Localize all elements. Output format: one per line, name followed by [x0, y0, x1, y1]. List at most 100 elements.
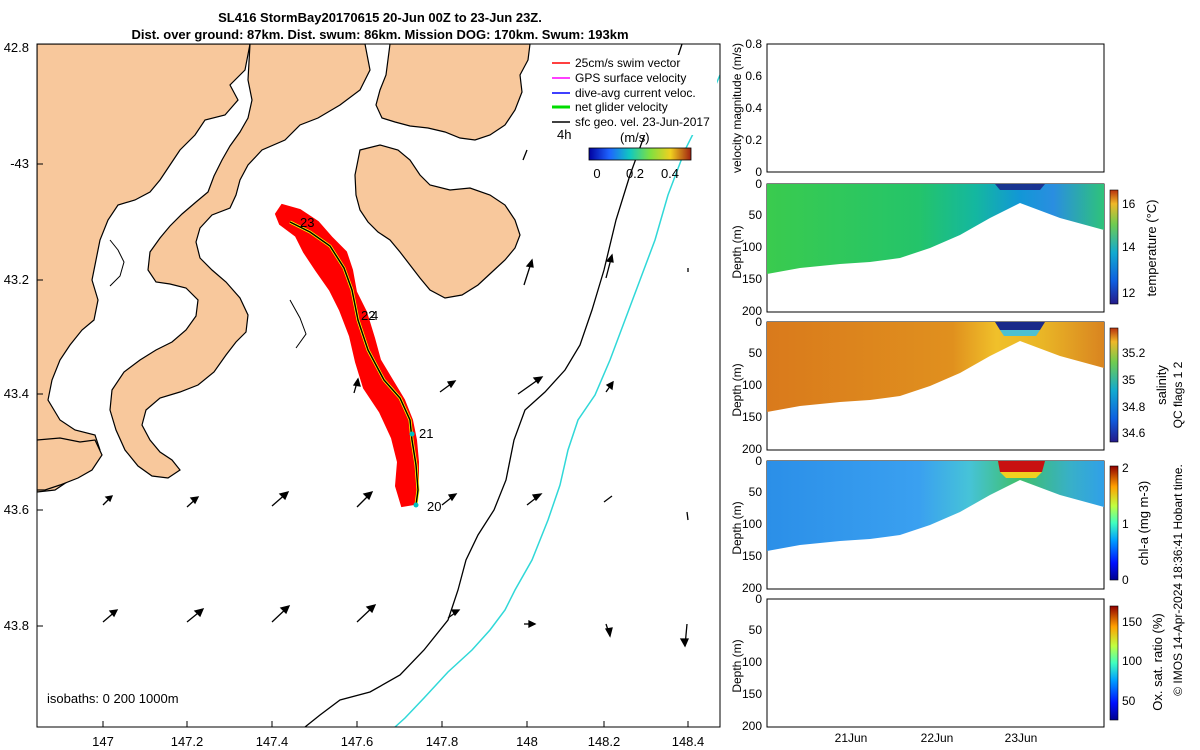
legend-sfc-geo: sfc geo. vel. 23-Jun-2017	[575, 115, 710, 129]
section-colorbars: 16 14 12 temperature (°C) 35.2 35 34.8 3…	[1109, 189, 1169, 721]
svg-text:0: 0	[755, 177, 762, 191]
map-lon-ticks: 147 147.2 147.4 147.6 147.8 148 148.2 14…	[92, 734, 704, 749]
svg-text:50: 50	[749, 346, 763, 360]
colorbar-tick-0: 0	[593, 166, 600, 181]
isobaths-note: isobaths: 0 200 1000m	[47, 691, 179, 706]
glider-track	[289, 220, 420, 506]
day-label-23: 23	[300, 215, 314, 230]
imos-credit: © IMOS 14-Apr-2024 18:36:41 Hobart time.	[1171, 464, 1185, 696]
temperature-section	[766, 183, 1105, 313]
svg-text:12: 12	[1122, 286, 1136, 300]
svg-text:147: 147	[92, 734, 114, 749]
qc-flags-note: QC flags 1 2	[1171, 361, 1185, 428]
svg-text:100: 100	[742, 517, 762, 531]
land-east-island	[354, 144, 521, 299]
svg-text:50: 50	[1122, 694, 1136, 708]
svg-text:147.8: 147.8	[426, 734, 459, 749]
svg-text:148.2: 148.2	[588, 734, 621, 749]
colorbar-tick-2: 0.4	[661, 166, 679, 181]
svg-text:150: 150	[742, 272, 762, 286]
chl-section	[766, 460, 1105, 590]
salt-colorbar	[1109, 327, 1119, 443]
svg-text:34.8: 34.8	[1122, 400, 1146, 414]
svg-text:200: 200	[742, 581, 762, 595]
svg-text:1: 1	[1122, 517, 1129, 531]
salt-cbar-label: salinity	[1154, 365, 1169, 405]
time-tick-21jun: 21Jun	[835, 731, 868, 745]
svg-text:147.2: 147.2	[171, 734, 204, 749]
oxy-cbar-label: Ox. sat. ratio (%)	[1150, 613, 1165, 711]
legend-net-velocity: net glider velocity	[575, 100, 668, 114]
svg-text:100: 100	[742, 655, 762, 669]
svg-text:50: 50	[749, 623, 763, 637]
chl-colorbar	[1109, 465, 1119, 581]
day-label-22: 22	[361, 308, 375, 323]
figure-title-line2: Dist. over ground: 87km. Dist. swum: 86k…	[131, 27, 628, 42]
oxy-colorbar	[1109, 605, 1119, 721]
chl-ylabel: Depth (m)	[730, 501, 744, 554]
legend-gps-velocity: GPS surface velocity	[575, 71, 686, 85]
svg-text:148.4: 148.4	[672, 734, 705, 749]
map-lat-ticks: 42.8 -43 43.2 43.4 43.6 43.8	[4, 40, 29, 633]
svg-text:-43: -43	[10, 156, 29, 171]
chl-cbar-label: chl-a (mg m-3)	[1136, 481, 1151, 566]
map-colorbar	[588, 147, 692, 161]
map-land	[37, 44, 531, 493]
legend-dive-avg: dive-avg current veloc.	[575, 86, 696, 100]
svg-text:43.8: 43.8	[4, 618, 29, 633]
salinity-field	[767, 322, 1104, 412]
land-south-west	[37, 437, 103, 491]
svg-text:150: 150	[742, 687, 762, 701]
time-tick-22jun: 22Jun	[921, 731, 954, 745]
section-y-axes: 0 50 100 150 200 Depth (m) 0 50 100 150 …	[730, 177, 762, 733]
svg-text:0: 0	[755, 315, 762, 329]
svg-text:50: 50	[749, 208, 763, 222]
svg-text:0.8: 0.8	[745, 37, 762, 51]
svg-text:0.4: 0.4	[745, 101, 762, 115]
svg-text:2: 2	[1122, 461, 1129, 475]
svg-text:147.4: 147.4	[256, 734, 289, 749]
svg-text:0: 0	[1122, 573, 1129, 587]
land-central	[109, 44, 371, 479]
svg-text:150: 150	[742, 410, 762, 424]
land-mainland-west	[37, 44, 251, 493]
svg-text:43.4: 43.4	[4, 386, 29, 401]
svg-text:0.6: 0.6	[745, 69, 762, 83]
map-legend: 25cm/s swim vector GPS surface velocity …	[545, 55, 717, 135]
oxygen-section	[766, 598, 1105, 728]
svg-text:150: 150	[742, 549, 762, 563]
temperature-field	[767, 184, 1104, 274]
svg-text:42.8: 42.8	[4, 40, 29, 55]
oxy-ylabel: Depth (m)	[730, 639, 744, 692]
svg-text:35.2: 35.2	[1122, 346, 1146, 360]
svg-text:100: 100	[742, 240, 762, 254]
temp-ylabel: Depth (m)	[730, 225, 744, 278]
day-label-20: 20	[427, 499, 441, 514]
svg-text:0: 0	[755, 454, 762, 468]
svg-text:34.6: 34.6	[1122, 426, 1146, 440]
svg-text:100: 100	[1122, 654, 1142, 668]
velocity-panel: 0 0.2 0.4 0.6 0.8 velocity magnitude (m/…	[730, 37, 1105, 179]
svg-text:0: 0	[755, 165, 762, 179]
svg-text:35: 35	[1122, 373, 1136, 387]
svg-text:43.6: 43.6	[4, 502, 29, 517]
day-label-22-extra: 4	[371, 308, 378, 323]
svg-text:150: 150	[1122, 615, 1142, 629]
salt-ylabel: Depth (m)	[730, 363, 744, 416]
svg-text:148: 148	[516, 734, 538, 749]
svg-text:43.2: 43.2	[4, 272, 29, 287]
colorbar-tick-1: 0.2	[626, 166, 644, 181]
svg-text:200: 200	[742, 719, 762, 733]
surface-current-vectors	[102, 149, 689, 648]
svg-text:50: 50	[749, 485, 763, 499]
isobath-1000m	[394, 74, 720, 727]
time-axis: 21Jun 22Jun 23Jun	[835, 731, 1038, 745]
isobath-200m	[304, 44, 683, 727]
svg-text:16: 16	[1122, 197, 1136, 211]
salinity-section	[766, 321, 1105, 451]
svg-text:200: 200	[742, 442, 762, 456]
svg-text:0: 0	[755, 592, 762, 606]
land-north-east	[375, 44, 531, 141]
chl-field	[767, 461, 1104, 551]
